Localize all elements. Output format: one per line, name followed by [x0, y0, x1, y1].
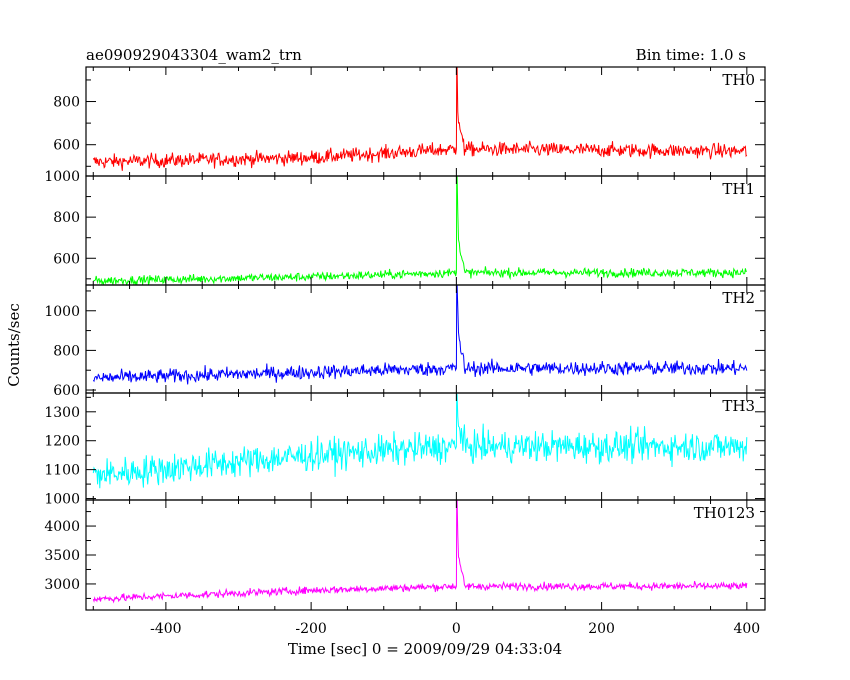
y-tick-label: 800: [53, 95, 80, 111]
panel-th2: TH2 600 800 1000: [44, 284, 766, 399]
x-axis-label: Time [sec] 0 = 2009/09/29 04:33:04: [288, 640, 562, 658]
panel-th3: TH3 1000 1100 1200 1300: [44, 392, 766, 508]
y-tick-label: 600: [53, 251, 80, 267]
x-tick-label: -400: [150, 621, 181, 637]
y-tick-label: 1000: [44, 304, 80, 320]
panel-label: TH0: [722, 71, 755, 89]
y-tick-label: 1000: [44, 492, 80, 508]
series-line-th3: [92, 393, 748, 489]
y-tick-label: 1000: [44, 169, 80, 185]
panel-label: TH3: [722, 397, 755, 415]
panel-th0: TH0 600 800: [53, 66, 766, 177]
y-axis-label: Counts/sec: [5, 303, 23, 387]
x-tick-label: 200: [588, 621, 615, 637]
x-axis: -400 -200 0 200 400: [150, 621, 760, 637]
x-tick-label: -200: [295, 621, 326, 637]
series-line-th1: [93, 175, 747, 287]
y-tick-label: 1300: [44, 405, 80, 421]
panel-th1: TH1 600 800 1000: [44, 169, 766, 287]
y-tick-label: 1200: [44, 434, 80, 450]
panel-label: TH0123: [694, 504, 755, 522]
panel-frame: [85, 499, 766, 611]
y-tick-label: 800: [53, 343, 80, 359]
series-line-th2: [92, 284, 748, 385]
panels-group: TH0 600 800 TH1 600 800 1000 TH2 600 800 1000 TH3 10…: [44, 66, 766, 611]
y-tick-label: 3000: [44, 577, 80, 593]
panel-label: TH1: [722, 180, 755, 198]
series-line-th0: [92, 66, 748, 171]
panel-th0123: TH0123 3000 3500 4000: [44, 499, 766, 611]
y-tick-label: 4000: [44, 519, 80, 535]
y-tick-label: 3500: [44, 548, 80, 564]
y-tick-label: 800: [53, 210, 80, 226]
y-tick-label: 1100: [44, 463, 80, 479]
x-tick-label: 400: [733, 621, 760, 637]
panel-frame: [85, 175, 766, 286]
bin-time-label: Bin time: 1.0 s: [636, 46, 746, 64]
y-tick-label: 600: [53, 383, 80, 399]
series-line-th0123: [92, 499, 748, 604]
y-tick-label: 600: [53, 138, 80, 154]
x-tick-label: 0: [452, 621, 461, 637]
chart-title: ae090929043304_wam2_trn: [86, 46, 302, 64]
panel-label: TH2: [722, 289, 755, 307]
